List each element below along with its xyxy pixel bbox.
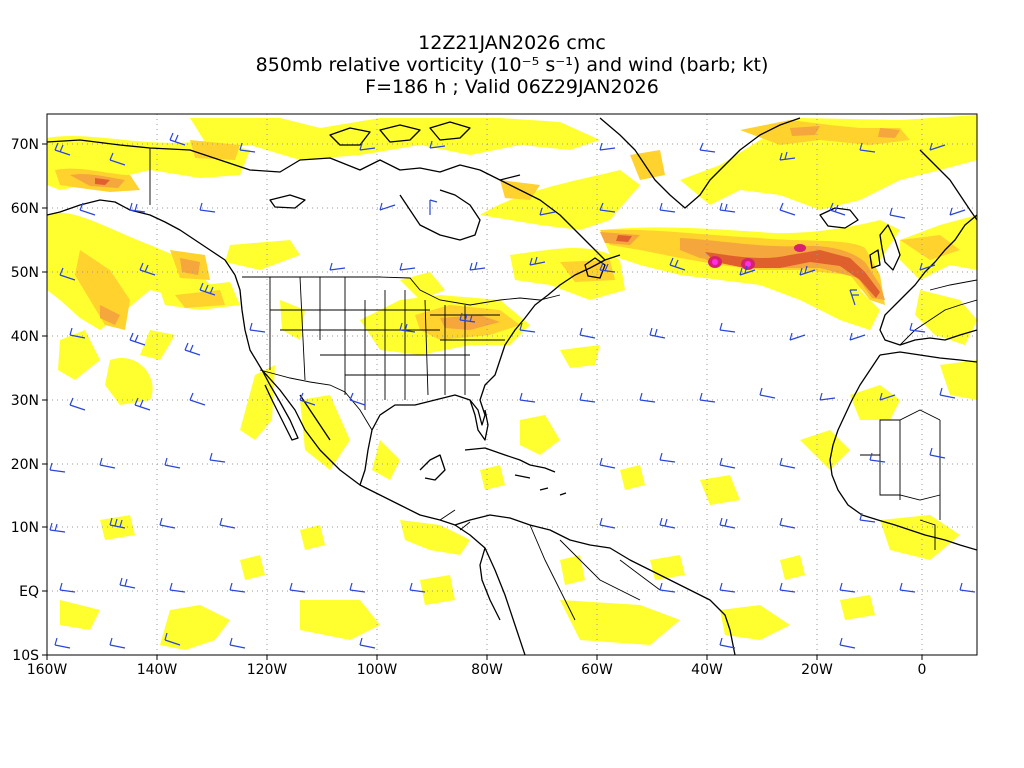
lon-label: 140W <box>137 662 178 678</box>
political-borders <box>149 148 977 621</box>
lat-label: 20N <box>11 457 39 473</box>
lat-label: 50N <box>11 265 39 281</box>
vorticity-high-contours <box>70 126 900 330</box>
tick-marks <box>42 143 923 660</box>
plot-frame <box>46 113 978 656</box>
vorticity-shading <box>47 115 977 650</box>
lon-label: 80W <box>471 662 503 678</box>
lon-label: 120W <box>247 662 288 678</box>
plot-area <box>47 114 977 655</box>
lat-label: 10N <box>11 520 39 536</box>
vorticity-peak <box>745 261 751 267</box>
lat-label: 70N <box>11 137 39 153</box>
lat-label: 30N <box>11 393 39 409</box>
lat-lon-grid <box>47 114 977 655</box>
lat-label: EQ <box>19 584 39 600</box>
latitude-labels: 70N 60N 50N 40N 30N 20N 10N EQ 10S <box>11 137 39 664</box>
lon-label: 160W <box>27 662 68 678</box>
lat-label: 10S <box>12 648 39 664</box>
lon-label: 0 <box>918 662 927 678</box>
title-field-line: 850mb relative vorticity (10⁻⁵ s⁻¹) and … <box>255 54 769 76</box>
lon-label: 100W <box>357 662 398 678</box>
title-run-line: 12Z21JAN2026 cmc <box>418 32 606 54</box>
lat-label: 60N <box>11 201 39 217</box>
lon-label: 20W <box>801 662 833 678</box>
coastlines <box>47 117 977 655</box>
lat-label: 40N <box>11 329 39 345</box>
lon-label: 40W <box>691 662 723 678</box>
title-valid-line: F=186 h ; Valid 06Z29JAN2026 <box>365 76 659 98</box>
map-title: 12Z21JAN2026 cmc 850mb relative vorticit… <box>0 32 1024 98</box>
wind-barbs <box>49 132 976 649</box>
vorticity-max <box>794 244 806 252</box>
vorticity-maxima-group <box>708 244 806 270</box>
lon-label: 60W <box>581 662 613 678</box>
vorticity-peak <box>712 259 718 265</box>
longitude-labels: 160W 140W 120W 100W 80W 60W 40W 20W 0 <box>27 662 927 678</box>
